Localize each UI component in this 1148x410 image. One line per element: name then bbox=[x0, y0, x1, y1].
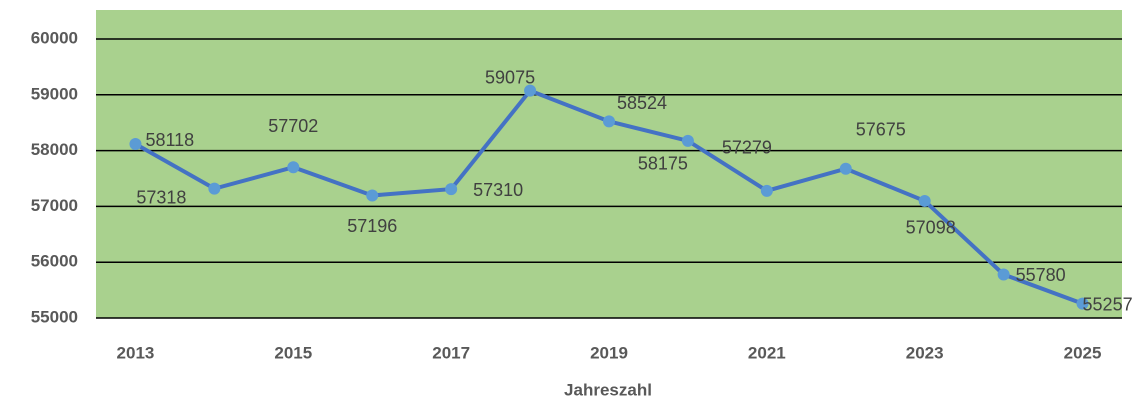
data-point bbox=[524, 84, 537, 97]
x-tick-label: 2017 bbox=[432, 343, 470, 362]
data-label: 57279 bbox=[722, 138, 772, 158]
x-tick-label: 2015 bbox=[274, 343, 312, 362]
y-tick-label: 60000 bbox=[31, 28, 78, 47]
data-point bbox=[208, 182, 221, 195]
data-point bbox=[603, 115, 615, 128]
x-axis-title: Jahreszahl bbox=[564, 380, 652, 399]
data-point bbox=[997, 268, 1010, 281]
y-tick-label: 56000 bbox=[31, 252, 78, 271]
y-tick-label: 55000 bbox=[31, 307, 78, 326]
y-tick-label: 58000 bbox=[31, 140, 78, 159]
data-point bbox=[445, 183, 458, 196]
x-tick-label: 2019 bbox=[590, 343, 628, 362]
x-tick-label: 2013 bbox=[117, 343, 155, 362]
data-point bbox=[918, 194, 931, 207]
data-point bbox=[760, 184, 773, 197]
y-tick-label: 59000 bbox=[31, 84, 78, 103]
data-label: 57310 bbox=[473, 180, 523, 200]
data-point bbox=[366, 189, 379, 202]
data-label: 58175 bbox=[638, 154, 688, 174]
data-point bbox=[681, 134, 694, 147]
data-point bbox=[129, 138, 142, 151]
data-point bbox=[839, 162, 852, 175]
data-label: 58524 bbox=[617, 93, 667, 113]
data-label: 55257 bbox=[1083, 294, 1133, 314]
x-tick-label: 2023 bbox=[906, 343, 944, 362]
x-tick-label: 2025 bbox=[1064, 343, 1102, 362]
y-tick-label: 57000 bbox=[31, 196, 78, 215]
data-label: 57196 bbox=[347, 216, 397, 236]
data-label: 57702 bbox=[268, 116, 318, 136]
data-label: 55780 bbox=[1016, 265, 1066, 285]
x-tick-label: 2021 bbox=[748, 343, 786, 362]
data-point bbox=[287, 161, 300, 174]
data-label: 57675 bbox=[856, 119, 906, 139]
data-point bbox=[1076, 297, 1089, 310]
plot-area bbox=[96, 10, 1122, 318]
data-label: 57318 bbox=[136, 187, 186, 207]
data-label: 59075 bbox=[485, 67, 535, 87]
data-label: 58118 bbox=[145, 130, 194, 150]
data-label: 57098 bbox=[906, 218, 956, 238]
